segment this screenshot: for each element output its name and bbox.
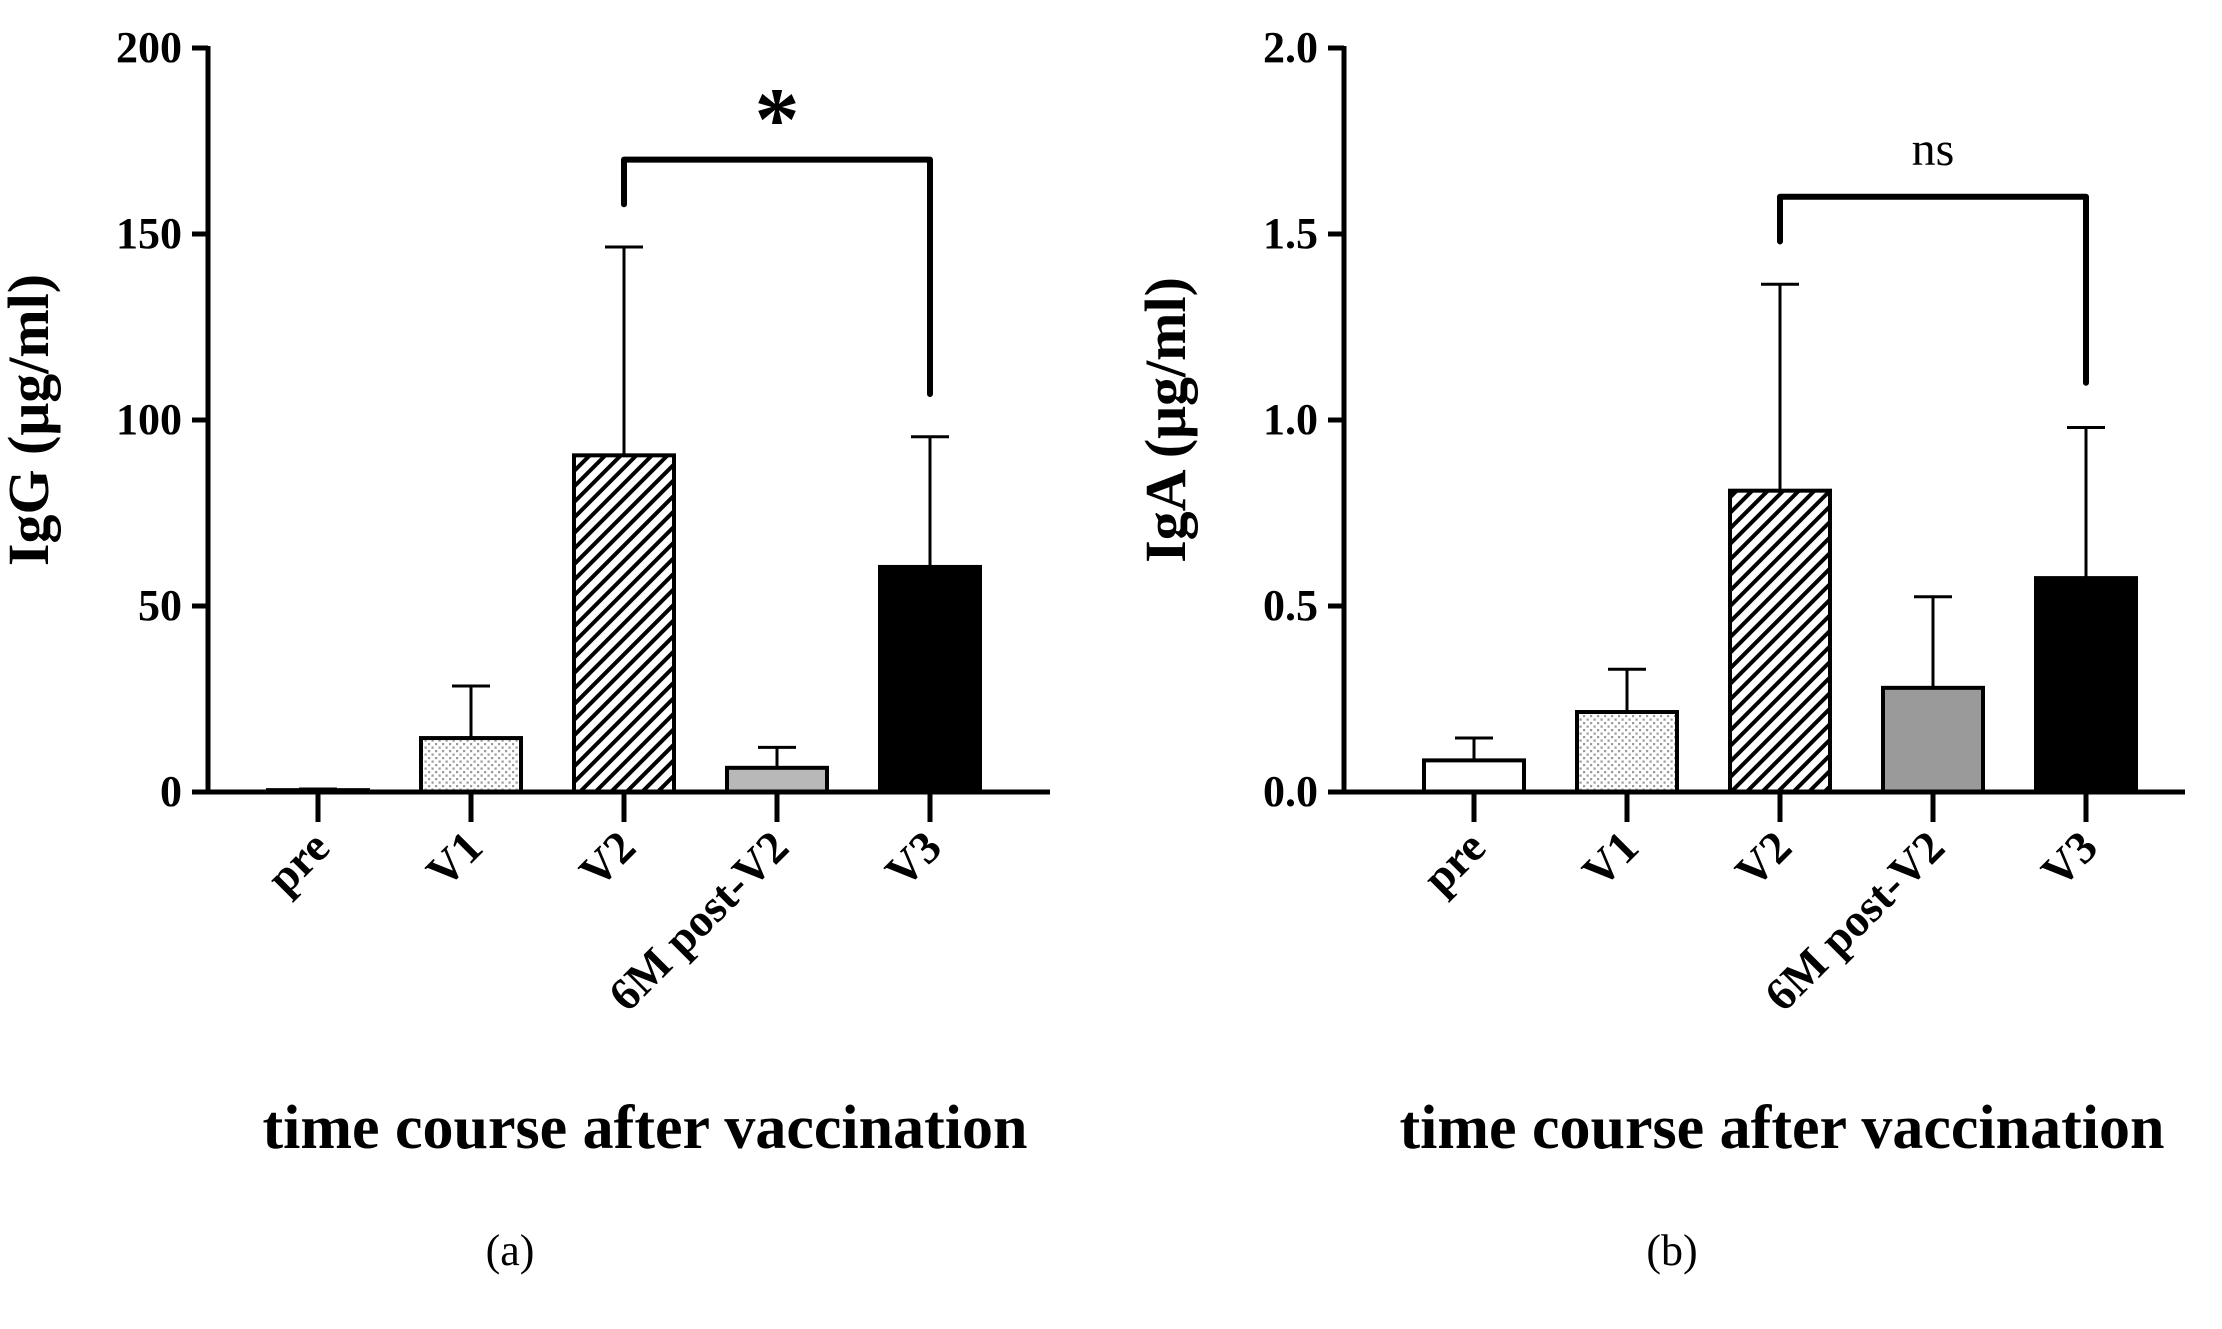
y-tick-label: 1.5 (1263, 209, 1318, 258)
panel-label: (a) (486, 1226, 535, 1275)
bar-v2 (572, 453, 676, 794)
x-tick-label: V2 (1725, 821, 1801, 897)
bar-pre (1422, 758, 1526, 795)
significance-bracket (621, 156, 933, 397)
x-tick-label: V3 (875, 821, 951, 897)
bar-v3 (2034, 576, 2138, 794)
y-tick-label: 100 (116, 395, 182, 444)
x-axis-title: time course after vaccination (1399, 1094, 2164, 1162)
y-tick-label: 1.0 (1263, 395, 1318, 444)
significance-label: * (755, 71, 800, 170)
x-tick-label: V2 (569, 821, 645, 897)
bar-6m-post-v2 (725, 765, 829, 795)
bar-v3 (878, 564, 982, 794)
x-tick-label: pre (257, 821, 339, 903)
bar-v2 (1728, 488, 1832, 794)
x-tick-label: V1 (416, 821, 492, 897)
x-axis-title: time course after vaccination (262, 1094, 1027, 1162)
panel-label: (b) (1646, 1226, 1697, 1275)
y-tick-label: 2.0 (1263, 23, 1318, 72)
y-tick-label: 0.0 (1263, 767, 1318, 816)
y-tick-label: 0 (160, 767, 182, 816)
bar-6m-post-v2 (1881, 685, 1985, 795)
y-tick-label: 0.5 (1263, 581, 1318, 630)
x-tick-label: pre (1413, 821, 1495, 903)
significance-label: ns (1912, 123, 1955, 176)
y-tick-label: 150 (116, 209, 182, 258)
bar-v1 (1575, 710, 1679, 795)
significance-bracket (1777, 193, 2089, 386)
y-axis-title: IgG (μg/ml) (0, 274, 61, 566)
bar-v1 (419, 736, 523, 794)
y-axis-title: IgA (μg/ml) (1133, 277, 1198, 563)
y-tick-label: 200 (116, 23, 182, 72)
x-tick-label: V3 (2031, 821, 2107, 897)
y-tick-label: 50 (138, 581, 182, 630)
x-tick-label: V1 (1572, 821, 1648, 897)
